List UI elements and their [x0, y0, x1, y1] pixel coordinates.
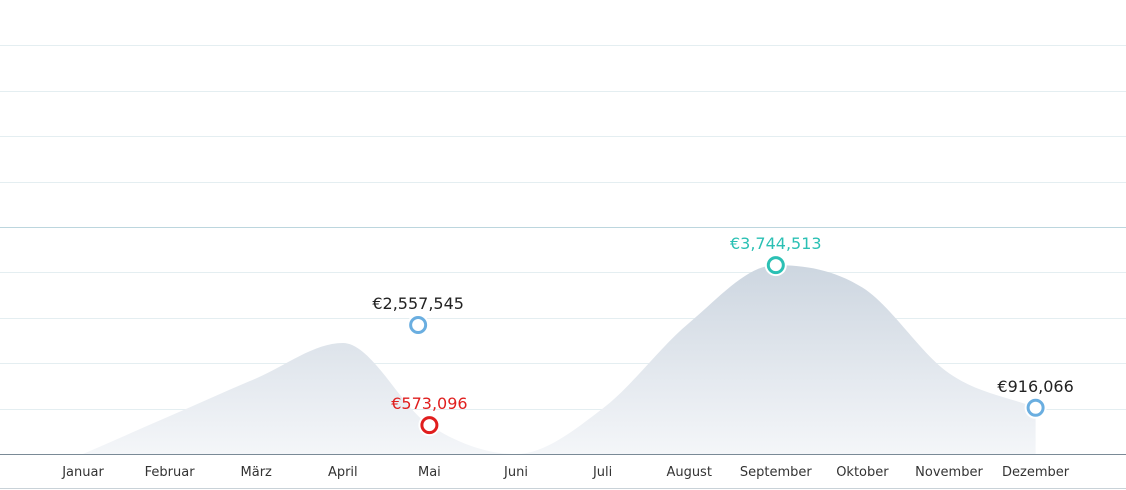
x-tick-label: Juli [592, 465, 612, 480]
x-tick-label: November [915, 465, 983, 480]
data-point[interactable]: €573,096 [391, 394, 468, 437]
x-axis: Januar Februar März April Mai Juni Juli August S… [0, 454, 1126, 489]
data-label: €916,066 [997, 377, 1073, 396]
grid-lines [0, 45, 1126, 410]
x-tick-label: April [328, 465, 358, 480]
data-label: €2,557,545 [372, 294, 464, 313]
x-tick-label: August [666, 465, 712, 480]
x-tick-label: Dezember [1002, 465, 1070, 480]
x-tick-label: März [241, 465, 273, 480]
data-point[interactable]: €3,744,513 [730, 234, 822, 277]
data-point-marker[interactable] [1026, 398, 1045, 417]
data-point-marker[interactable] [420, 416, 439, 435]
x-tick-label: Februar [145, 465, 196, 480]
data-markers: €2,557,545 €573,096 €3,744,513 €916,066 [372, 234, 1074, 437]
data-label: €573,096 [391, 394, 467, 413]
x-tick-label: Mai [418, 465, 441, 480]
area-series [83, 265, 1036, 454]
x-tick-label: September [740, 465, 813, 480]
data-point[interactable]: €2,557,545 [372, 294, 464, 336]
x-tick-label: Juni [503, 465, 528, 480]
data-point-marker[interactable] [409, 315, 428, 334]
data-point[interactable]: €916,066 [997, 377, 1074, 419]
data-label: €3,744,513 [730, 234, 822, 253]
x-tick-label: Januar [61, 465, 104, 480]
x-tick-label: Oktober [836, 465, 889, 480]
area-series-fill [83, 265, 1036, 454]
data-point-marker[interactable] [766, 256, 785, 275]
